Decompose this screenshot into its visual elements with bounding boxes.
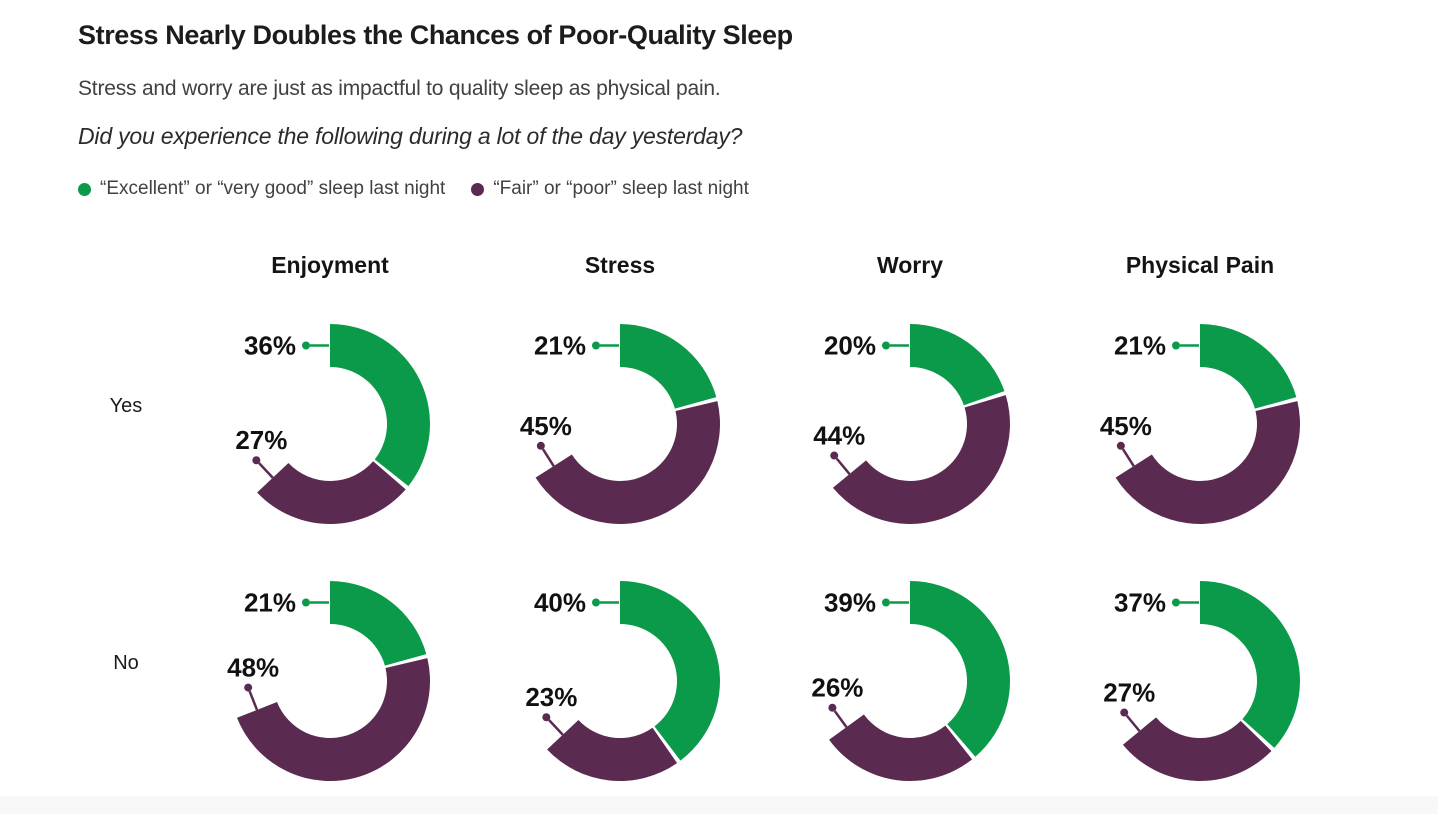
donut-segment-good-sleep [330, 581, 427, 666]
donut-enjoyment-yes: 36% 27% [235, 324, 430, 524]
percent-label-good-sleep: 21% [1114, 331, 1166, 361]
donut-stress-no: 40% 23% [525, 581, 720, 781]
leader-dot [1116, 441, 1125, 450]
leader-dot [828, 703, 837, 712]
good-sleep-dot-icon [78, 182, 91, 196]
leader-dot [592, 341, 600, 350]
leader-dot [882, 341, 890, 350]
donut-segment-good-sleep [910, 324, 1005, 406]
donut-worry-no: 39% 26% [811, 581, 1010, 781]
leader-line [248, 690, 259, 711]
leader-dot [302, 598, 310, 607]
column-header-enjoyment: Enjoyment [271, 252, 389, 278]
leader-dot [882, 598, 890, 607]
leader-dot [252, 456, 261, 465]
leader-dot [244, 683, 253, 692]
page-title: Stress Nearly Doubles the Chances of Poo… [78, 20, 793, 50]
donut-segment-good-sleep [330, 324, 430, 487]
leader-line [541, 448, 555, 467]
legend-label: “Excellent” or “very good” sleep last ni… [100, 178, 446, 199]
leader-dot [536, 441, 545, 450]
donut-segment-poor-sleep [237, 658, 431, 782]
poor-sleep-dot-icon [471, 182, 485, 196]
donut-segment-poor-sleep [832, 395, 1010, 524]
survey-question: Did you experience the following during … [78, 123, 743, 149]
leader-dot [1172, 341, 1180, 350]
donut-segment-good-sleep [620, 581, 720, 761]
donut-segment-poor-sleep [257, 461, 406, 524]
leader-dot [592, 598, 600, 607]
percent-label-good-sleep: 39% [824, 588, 876, 618]
leader-dot [302, 341, 310, 350]
percent-label-good-sleep: 21% [244, 588, 296, 618]
donut-stress-yes: 21% 45% [520, 324, 721, 524]
legend-item-poor-sleep: “Fair” or “poor” sleep last night [471, 178, 749, 200]
donut-segment-poor-sleep [1115, 401, 1301, 524]
column-header-worry: Worry [876, 252, 944, 278]
legend-item-good-sleep: “Excellent” or “very good” sleep last ni… [78, 178, 445, 200]
row-label-no: No [113, 652, 139, 674]
percent-label-poor-sleep: 23% [525, 682, 577, 712]
percent-label-poor-sleep: 45% [520, 411, 572, 441]
leader-line [835, 457, 851, 475]
leader-line [833, 710, 848, 728]
donut-worry-yes: 20% 44% [813, 324, 1010, 524]
page-subtitle: Stress and worry are just as impactful t… [78, 77, 721, 100]
percent-label-poor-sleep: 44% [813, 421, 865, 451]
percent-label-poor-sleep: 48% [227, 653, 279, 683]
legend-label: “Fair” or “poor” sleep last night [493, 178, 749, 199]
donut-segment-good-sleep [910, 581, 1010, 757]
leader-dot [1172, 598, 1180, 607]
leader-dot [1120, 708, 1129, 717]
donut-enjoyment-no: 21% 48% [227, 581, 431, 782]
percent-label-poor-sleep: 27% [1103, 678, 1155, 708]
donut-segment-poor-sleep [535, 401, 721, 524]
percent-label-good-sleep: 37% [1114, 588, 1166, 618]
donut-segment-good-sleep [620, 324, 717, 409]
donut-segment-poor-sleep [1122, 717, 1272, 782]
percent-label-good-sleep: 40% [534, 588, 586, 618]
donut-physical-pain-no: 37% 27% [1103, 581, 1300, 782]
column-header-stress: Stress [584, 252, 656, 278]
legend: “Excellent” or “very good” sleep last ni… [78, 178, 749, 200]
percent-label-good-sleep: 36% [244, 331, 296, 361]
leader-line [258, 462, 274, 479]
donut-segment-good-sleep [1200, 324, 1297, 409]
percent-label-poor-sleep: 27% [235, 425, 287, 455]
row-label-yes: Yes [109, 395, 143, 417]
leader-line [548, 719, 564, 736]
percent-label-good-sleep: 20% [824, 331, 876, 361]
donut-physical-pain-yes: 21% 45% [1100, 324, 1301, 524]
leader-dot [830, 451, 839, 460]
percent-label-poor-sleep: 45% [1100, 411, 1152, 441]
leader-line [1125, 714, 1141, 732]
footer-strip [0, 796, 1438, 814]
donut-segment-poor-sleep [829, 714, 973, 781]
donut-segment-poor-sleep [547, 720, 678, 781]
percent-label-poor-sleep: 26% [811, 673, 863, 703]
donut-segment-good-sleep [1200, 581, 1300, 748]
leader-dot [542, 713, 551, 722]
percent-label-good-sleep: 21% [534, 331, 586, 361]
column-header-physical-pain: Physical Pain [1125, 252, 1275, 278]
leader-line [1121, 448, 1135, 467]
